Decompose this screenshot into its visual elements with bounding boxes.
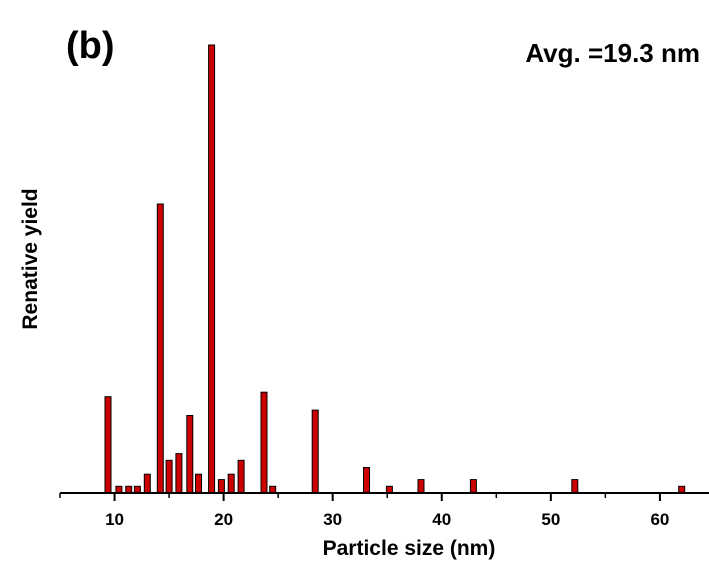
x-tick-label: 60 bbox=[650, 510, 669, 529]
bar bbox=[115, 485, 123, 494]
bar bbox=[363, 467, 370, 494]
y-axis-label: Renative yield bbox=[19, 188, 42, 329]
bar bbox=[311, 409, 319, 494]
average-annotation: Avg. =19.3 nm bbox=[525, 38, 700, 68]
x-tick-label: 50 bbox=[541, 510, 560, 529]
x-ticks-group: 10 20 30 40 50 60 bbox=[59, 493, 669, 529]
bar bbox=[269, 485, 277, 494]
bar bbox=[104, 396, 112, 494]
bar bbox=[469, 479, 477, 494]
bar bbox=[385, 485, 393, 494]
bars-group bbox=[104, 44, 686, 494]
bar bbox=[195, 473, 202, 494]
bar bbox=[133, 485, 141, 494]
bar bbox=[217, 479, 225, 494]
bar bbox=[571, 479, 579, 494]
bar bbox=[208, 44, 216, 494]
x-axis-label: Particle size (nm) bbox=[323, 537, 496, 560]
bar bbox=[125, 485, 133, 494]
bar bbox=[143, 473, 151, 494]
bar bbox=[175, 453, 183, 494]
panel-label: (b) bbox=[66, 25, 115, 67]
x-tick-label: 20 bbox=[214, 510, 233, 529]
bar bbox=[165, 459, 173, 494]
bar bbox=[237, 459, 245, 494]
bar bbox=[227, 473, 235, 494]
bar bbox=[156, 203, 164, 494]
bar bbox=[186, 415, 194, 494]
bar bbox=[260, 391, 268, 494]
x-tick-label: 10 bbox=[105, 510, 124, 529]
bar bbox=[678, 485, 686, 494]
x-tick-label: 30 bbox=[323, 510, 342, 529]
x-tick-label: 40 bbox=[432, 510, 451, 529]
bar bbox=[417, 479, 425, 494]
